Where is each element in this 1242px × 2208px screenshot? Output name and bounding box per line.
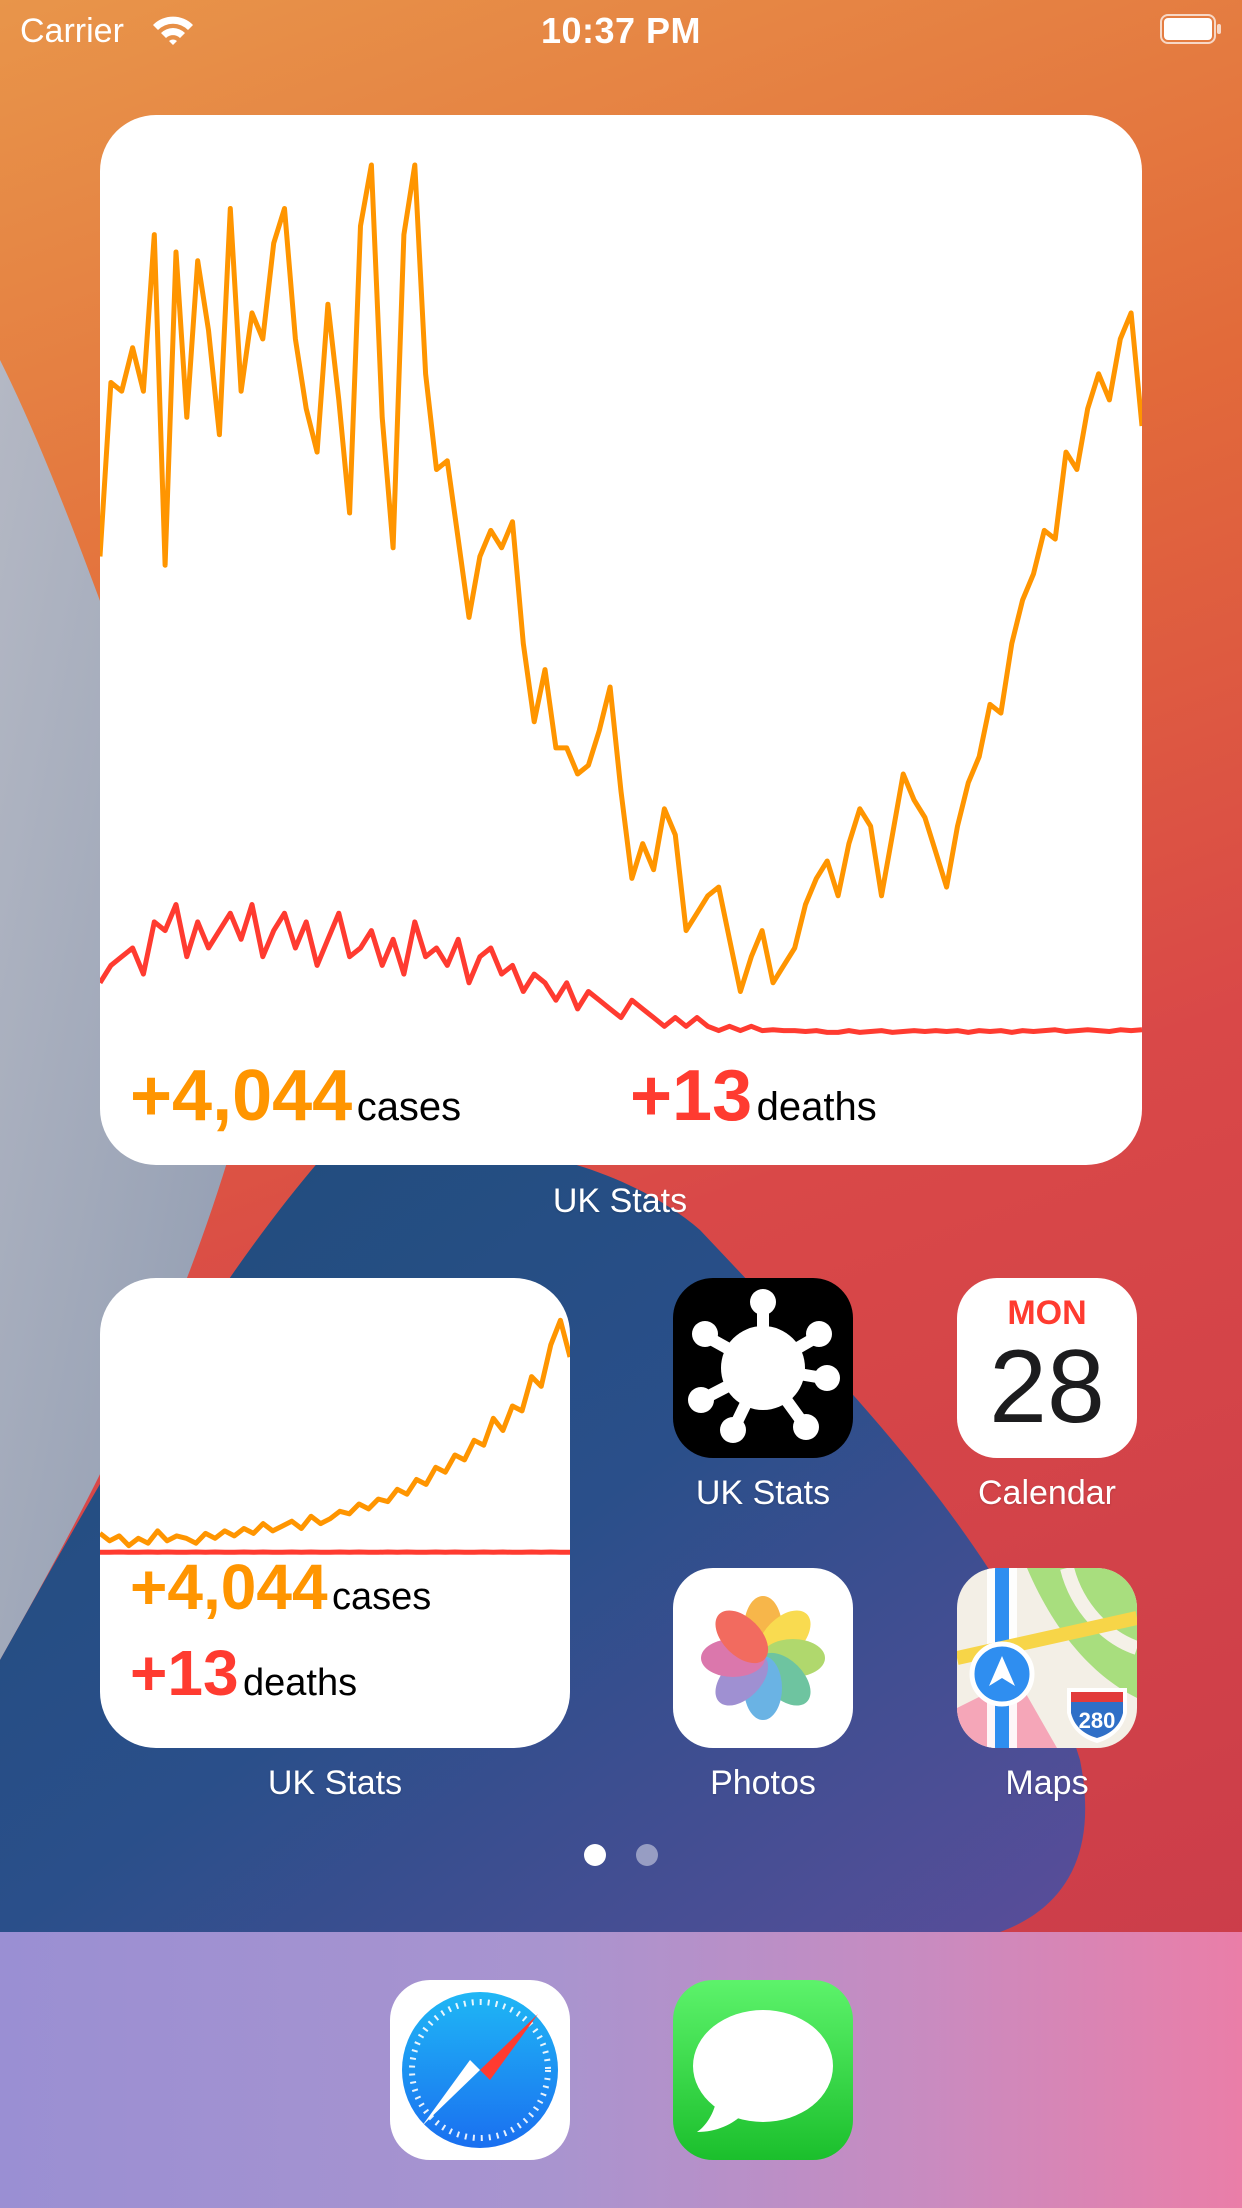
app-calendar-label: Calendar: [978, 1474, 1116, 1512]
speech-bubble-icon: [673, 1980, 853, 2160]
virus-icon: [688, 1289, 840, 1443]
photos-flower-icon: [701, 1596, 825, 1720]
small-widget-caption: UK Stats: [267, 1764, 403, 1802]
dock: [0, 1932, 1242, 2208]
app-maps-label: Maps: [1005, 1764, 1089, 1802]
app-photos[interactable]: [673, 1568, 853, 1748]
clock-time: 10:37 PM: [540, 10, 702, 51]
carrier-label: Carrier: [20, 12, 124, 50]
small-cases-stat: +4,044 cases: [130, 1550, 431, 1624]
page-dot-active[interactable]: [584, 1844, 606, 1866]
app-photos-label: Photos: [710, 1764, 816, 1802]
large-widget-caption: UK Stats: [552, 1182, 688, 1220]
app-maps[interactable]: 280: [957, 1568, 1137, 1748]
calendar-weekday: MON: [1007, 1294, 1087, 1332]
status-bar: Carrier 10:37 PM: [0, 0, 1242, 62]
small-deaths-stat: +13 deaths: [130, 1636, 357, 1710]
deaths-series-line: [100, 902, 1142, 1035]
app-uk-stats-label: UK Stats: [695, 1474, 831, 1512]
dock-app-messages[interactable]: [673, 1980, 853, 2160]
dock-app-safari[interactable]: [390, 1980, 570, 2160]
calendar-day: 28: [989, 1329, 1105, 1445]
small-cases-series-line: [100, 1317, 570, 1549]
deaths-stat: +13 deaths: [630, 1055, 877, 1137]
small-deaths-label: deaths: [243, 1662, 358, 1704]
cases-series-line: [100, 162, 1142, 994]
deaths-label: deaths: [756, 1085, 877, 1129]
cases-count: +4,044: [130, 1056, 353, 1136]
uk-stats-small-widget[interactable]: +4,044 cases +13 deaths: [100, 1278, 570, 1748]
small-widget-chart: [100, 1317, 570, 1555]
battery-icon: [1160, 14, 1221, 44]
page-indicator[interactable]: [0, 1838, 1242, 1868]
uk-stats-large-widget[interactable]: +4,044 cases +13 deaths: [100, 115, 1142, 1165]
app-uk-stats[interactable]: [673, 1278, 853, 1458]
compass-icon: [402, 1992, 558, 2148]
cases-stat: +4,044 cases: [130, 1055, 461, 1137]
small-cases-label: cases: [331, 1576, 432, 1618]
small-deaths-count: +13: [130, 1637, 239, 1709]
cases-label: cases: [356, 1085, 462, 1129]
page-dot[interactable]: [636, 1844, 658, 1866]
large-widget-chart: [100, 162, 1142, 1035]
app-calendar[interactable]: MON 28: [957, 1278, 1137, 1458]
wifi-icon: [153, 16, 193, 45]
small-cases-count: +4,044: [130, 1551, 328, 1623]
map-icon: 280: [957, 1568, 1137, 1748]
map-shield-number: 280: [1079, 1708, 1116, 1733]
deaths-count: +13: [630, 1056, 753, 1136]
